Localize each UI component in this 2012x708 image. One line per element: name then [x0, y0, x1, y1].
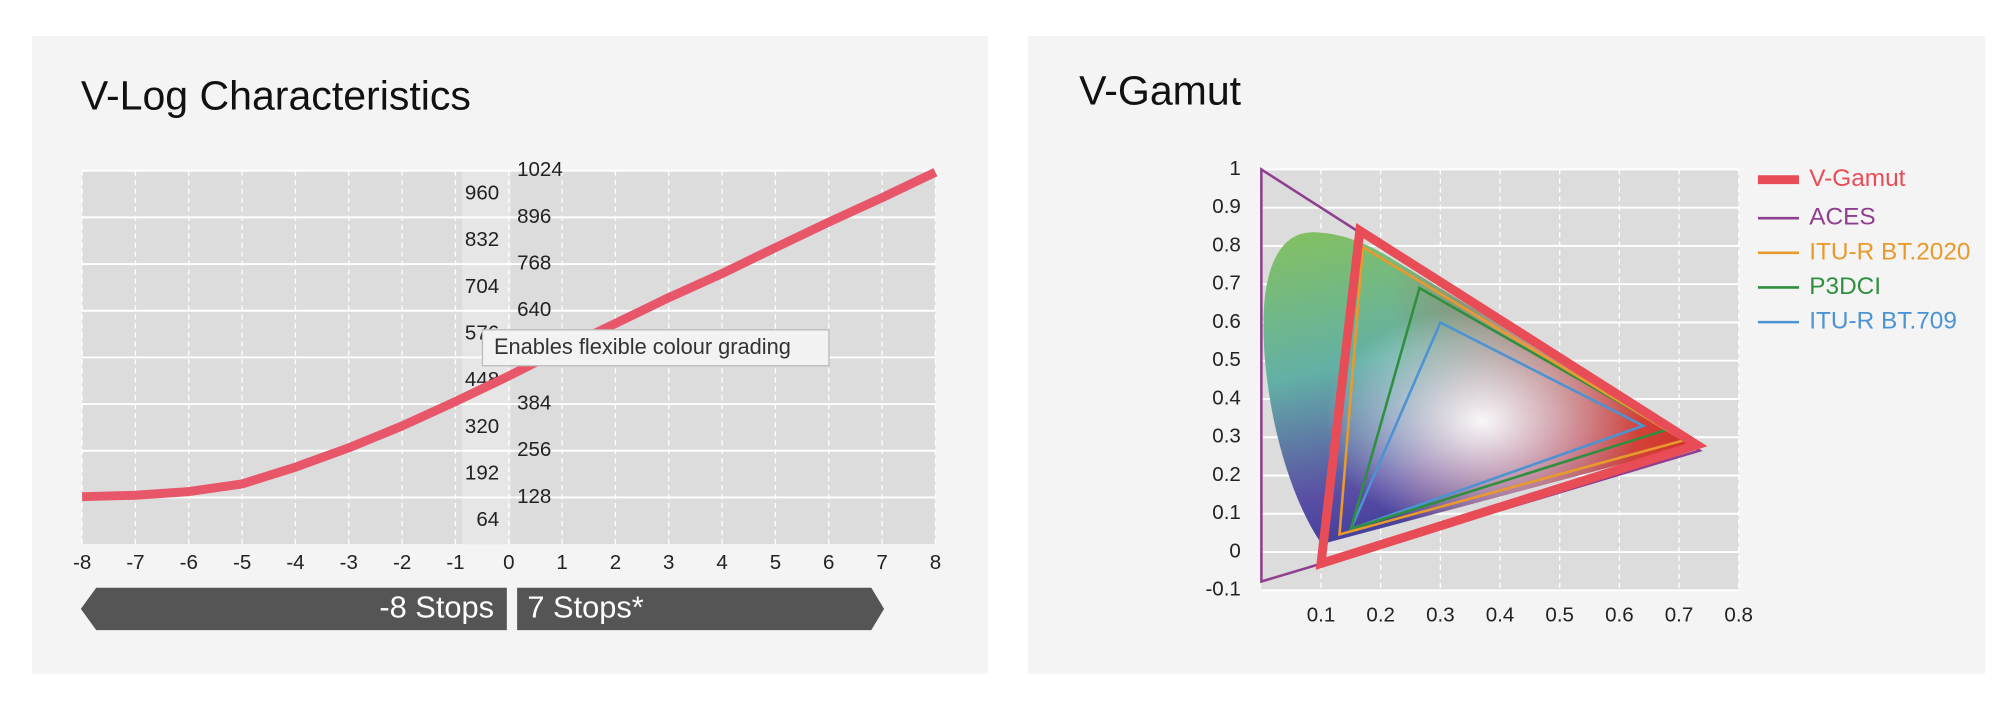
y-tick-label: 192	[465, 462, 499, 485]
y2-tick-label: 896	[517, 205, 551, 228]
x-tick-label: -4	[286, 551, 304, 574]
y-tick-label: 0.1	[1212, 501, 1241, 524]
x-tick-label: 0.6	[1605, 603, 1634, 626]
gamut-chart: 0.1 0.2 0.3 0.4 0.5 0.6 0.7 0.8 -0.1 0 0.1 0.2 0.3 0.…	[1205, 157, 1970, 627]
y-tick-label: 64	[476, 508, 499, 531]
x-tick-label: -6	[180, 551, 198, 574]
x-tick-label: 7	[876, 551, 887, 574]
chart-title: V-Gamut	[1079, 68, 1242, 114]
x-tick-label: 8	[930, 551, 941, 574]
x-tick-label: 2	[610, 551, 621, 574]
y-tick-label: 0.8	[1212, 233, 1241, 256]
y2-tick-label: 256	[517, 438, 551, 461]
x-tick-label: -7	[126, 551, 144, 574]
x-tick-label: 0.5	[1545, 603, 1574, 626]
x-tick-label: -8	[73, 551, 91, 574]
y-tick-label: 0.2	[1212, 463, 1241, 486]
y-tick-label: -0.1	[1205, 578, 1240, 601]
legend-label: ITU-R BT.709	[1809, 308, 1957, 335]
y-tick-label: 0.7	[1212, 272, 1241, 295]
y-tick-label: 832	[465, 228, 499, 251]
curve	[81, 168, 938, 502]
x-tick-label: 0.8	[1724, 603, 1753, 626]
y2-tick-label: 384	[517, 391, 551, 414]
x-tick-label: -1	[446, 551, 464, 574]
y-tick-label: 320	[465, 415, 499, 438]
x-tick-label: 0.3	[1426, 603, 1455, 626]
y2-tick-label: 1024	[517, 158, 563, 181]
legend-label: ITU-R BT.2020	[1809, 238, 1970, 265]
range-bar-left	[80, 587, 507, 631]
y-tick-label: 0.9	[1212, 195, 1241, 218]
tooltip-text: Enables flexible colour grading	[494, 334, 791, 359]
range-label: 7 Stops*	[527, 590, 643, 625]
y-tick-label: 0.4	[1212, 386, 1241, 409]
x-tick-label: 0.7	[1665, 603, 1694, 626]
y-tick-label: 0	[1229, 539, 1240, 562]
y2-tick-label: 128	[517, 485, 551, 508]
gamut-triangle	[1315, 223, 1708, 570]
x-tick-label: 0	[503, 551, 514, 574]
x-tick-label: 3	[663, 551, 674, 574]
x-tick-label: -5	[233, 551, 251, 574]
gamut-triangle	[1348, 286, 1671, 532]
y2-tick-label: 768	[517, 251, 551, 274]
x-tick-label: 1	[556, 551, 567, 574]
x-tick-label: 6	[823, 551, 834, 574]
vlog-chart: -8-7-6-5-4-3-2-1012345678128256384512640…	[73, 158, 941, 574]
y-tick-label: 960	[465, 181, 499, 204]
x-tick-label: 5	[770, 551, 781, 574]
range-bar: -8 Stops 7 Stops*	[80, 587, 885, 631]
y-tick-label: 0.6	[1212, 310, 1241, 333]
x-tick-label: 0.1	[1307, 603, 1336, 626]
legend-label: P3DCI	[1809, 273, 1881, 300]
y-tick-label: 1	[1229, 157, 1240, 180]
y2-tick-label: 640	[517, 298, 551, 321]
x-tick-label: -3	[340, 551, 358, 574]
y-tick-label: 0.5	[1212, 348, 1241, 371]
legend-label: ACES	[1809, 204, 1875, 231]
x-tick-label: -2	[393, 551, 411, 574]
y-tick-label: 0.3	[1212, 425, 1241, 448]
legend-label: V-Gamut	[1809, 165, 1905, 192]
range-label: -8 Stops	[379, 590, 494, 625]
x-tick-label: 0.2	[1366, 603, 1395, 626]
range-bar-right	[517, 587, 885, 631]
x-tick-label: 0.4	[1486, 603, 1515, 626]
tooltip-box	[481, 329, 830, 367]
chart-title: V-Log Characteristics	[81, 73, 471, 119]
gamut-triangle	[1338, 244, 1688, 537]
x-tick-label: 4	[716, 551, 727, 574]
gamut-triangle	[1348, 320, 1647, 532]
y-tick-label: 704	[465, 275, 499, 298]
